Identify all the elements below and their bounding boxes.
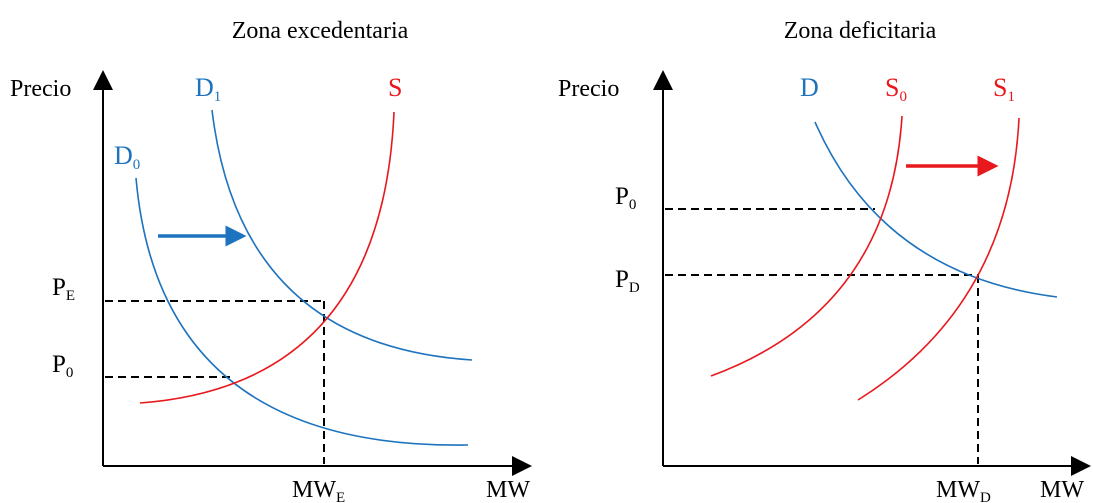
right-supply-s0-curve [710,115,903,377]
right-demand-d-curve [814,121,1058,298]
right-quantity-label-mwd: MWD [936,477,991,503]
right-curve-label-s1: S1 [993,73,1015,105]
left-panel-title: Zona excedentaria [232,18,409,44]
left-curve-label-s: S [388,73,402,102]
right-panel-title: Zona deficitaria [784,18,937,44]
left-y-axis-label: Precio [10,76,71,102]
left-price-label-pe: PE [52,274,75,304]
right-panel: Zona deficitaria Precio MW D S0 S1 P0 PD… [558,18,1091,503]
right-price-label-p0: P0 [615,183,636,213]
right-x-axis-label: MW [1040,477,1084,503]
left-quantity-label-mwe: MWE [292,477,345,503]
left-curve-label-d0: D0 [114,141,140,173]
left-demand-d1-curve [211,109,473,361]
right-curve-label-s0: S0 [885,73,907,105]
left-x-axis-label: MW [486,477,530,503]
left-curve-label-d1: D1 [195,73,221,105]
left-supply-s-curve [139,111,395,404]
right-y-axis-label: Precio [558,76,619,102]
right-price-label-pd: PD [615,266,640,296]
right-curve-label-d: D [800,73,819,102]
left-price-label-p0: P0 [52,351,73,381]
left-demand-d0-curve [135,177,469,446]
left-panel: Zona excedentaria Precio MW D0 D1 S PE P… [10,18,532,503]
right-supply-s1-curve [857,117,1020,401]
